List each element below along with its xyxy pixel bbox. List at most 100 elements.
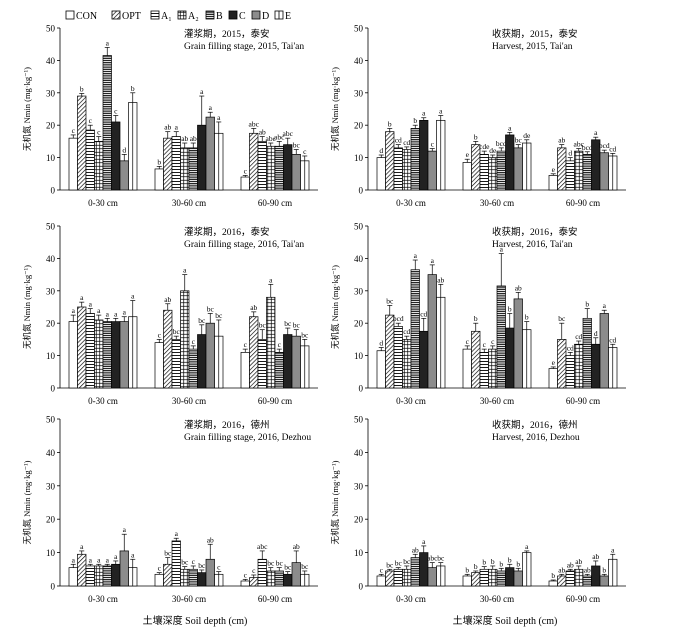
legend-item-a2: A₂ bbox=[177, 10, 199, 22]
x-category-label: 30-60 cm bbox=[172, 594, 206, 604]
bar-d-1 bbox=[119, 550, 129, 587]
x-category-label: 0-30 cm bbox=[88, 396, 118, 406]
y-tick-label: 40 bbox=[354, 56, 364, 66]
significance-letter: bc bbox=[301, 562, 309, 571]
panel-grain-filling-2015-taian: 0 10 20 30 40 50 无机氮 Nmin (mg·kg⁻¹) 灌浆期，2015，泰安… bbox=[22, 24, 318, 208]
y-tick-label: 50 bbox=[46, 415, 56, 425]
significance-letter: abc bbox=[257, 542, 268, 551]
y-tick-label: 10 bbox=[354, 548, 364, 558]
significance-letter: c bbox=[278, 340, 282, 349]
bar-c-1 bbox=[111, 121, 121, 191]
bar-opt-3 bbox=[249, 316, 259, 389]
significance-letter: c bbox=[380, 565, 384, 574]
bar-a₂-1 bbox=[402, 568, 412, 587]
significance-letter: a bbox=[594, 128, 598, 137]
panel-title-cn: 灌浆期，2015，泰安 bbox=[184, 28, 270, 40]
significance-letter: c bbox=[244, 570, 248, 579]
significance-letter: a bbox=[106, 555, 110, 564]
significance-letter: abc bbox=[266, 134, 277, 143]
significance-letter: b bbox=[491, 557, 495, 566]
bar-opt-2 bbox=[471, 144, 481, 191]
bar-con-2 bbox=[462, 162, 472, 191]
x-category-label: 30-60 cm bbox=[480, 198, 514, 208]
legend-label: CON bbox=[76, 11, 97, 22]
y-tick-label: 20 bbox=[354, 319, 364, 329]
legend-label: E bbox=[285, 11, 291, 22]
significance-letter: cd bbox=[575, 332, 582, 341]
y-tick-label: 30 bbox=[354, 88, 364, 98]
legend-label: B bbox=[216, 11, 223, 22]
significance-letter: bc bbox=[207, 304, 215, 313]
bar-opt-1 bbox=[77, 306, 87, 389]
bar-a₁-3 bbox=[257, 339, 267, 389]
significance-letter: cd bbox=[420, 309, 427, 318]
bar-a₂-2 bbox=[488, 348, 498, 389]
significance-letter: ab bbox=[575, 557, 582, 566]
significance-letter: a bbox=[72, 306, 76, 315]
y-axis-label: 无机氮 Nmin (mg·kg⁻¹) bbox=[330, 265, 340, 349]
significance-letter: c bbox=[192, 557, 196, 566]
y-tick-label: 0 bbox=[359, 186, 364, 196]
x-category-label: 60-90 cm bbox=[566, 396, 600, 406]
significance-letter: bcd bbox=[393, 314, 404, 323]
x-category-label: 30-60 cm bbox=[172, 198, 206, 208]
bar-opt-1 bbox=[385, 314, 395, 389]
significance-letter: ab bbox=[164, 295, 171, 304]
significance-letter: b bbox=[157, 157, 161, 166]
significance-letter: ab bbox=[250, 303, 257, 312]
y-tick-label: 50 bbox=[46, 222, 56, 232]
bar-d-1 bbox=[427, 567, 437, 587]
significance-letter: a bbox=[80, 293, 84, 302]
y-tick-label: 20 bbox=[46, 515, 56, 525]
bar-b-3 bbox=[274, 570, 284, 587]
significance-letter: a bbox=[414, 251, 418, 260]
bar-con-2 bbox=[462, 348, 472, 389]
significance-letter: ab bbox=[207, 535, 214, 544]
panel-harvest-2016-dezhou: 0 10 20 30 40 50 无机氮 Nmin (mg·kg⁻¹) 收获期，2016，德州… bbox=[330, 415, 626, 604]
y-tick-label: 0 bbox=[51, 384, 56, 394]
significance-letter: bc bbox=[437, 554, 445, 563]
legend-label: A₂ bbox=[188, 11, 199, 22]
bar-opt-3 bbox=[249, 132, 259, 191]
bar-opt-2 bbox=[471, 572, 481, 587]
significance-letter: e bbox=[466, 150, 470, 159]
y-tick-label: 30 bbox=[46, 481, 56, 491]
bar-d-1 bbox=[427, 150, 437, 191]
bar-con-1 bbox=[376, 575, 386, 587]
significance-letter: bc bbox=[267, 559, 275, 568]
x-category-label: 60-90 cm bbox=[566, 198, 600, 208]
significance-letter: b bbox=[474, 132, 478, 141]
significance-letter: c bbox=[72, 126, 76, 135]
bar-con-3 bbox=[548, 368, 558, 389]
significance-letter: ab bbox=[558, 136, 565, 145]
significance-letter: ab bbox=[164, 123, 171, 132]
bar-c-1 bbox=[111, 563, 121, 587]
bar-a₁-1 bbox=[393, 568, 403, 587]
y-tick-label: 0 bbox=[51, 186, 56, 196]
bar-opt-3 bbox=[557, 147, 567, 191]
significance-letter: c bbox=[252, 566, 256, 575]
significance-letter: bc bbox=[276, 559, 284, 568]
bar-c-2 bbox=[197, 124, 207, 191]
legend-item-c: C bbox=[228, 10, 246, 22]
bar-c-3 bbox=[591, 343, 601, 389]
significance-letter: bc bbox=[181, 558, 189, 567]
bar-opt-2 bbox=[163, 563, 173, 587]
bar-b-3 bbox=[582, 575, 592, 587]
significance-letter: a bbox=[209, 103, 213, 112]
y-tick-label: 20 bbox=[354, 515, 364, 525]
bar-a₁-2 bbox=[479, 154, 489, 191]
x-axis-label-left: 土壤深度 Soil depth (cm) bbox=[143, 614, 248, 627]
significance-letter: bcd bbox=[496, 139, 507, 148]
significance-letter: abc bbox=[427, 554, 438, 563]
significance-letter: d bbox=[122, 145, 126, 154]
bar-d-1 bbox=[119, 160, 129, 191]
x-category-label: 60-90 cm bbox=[258, 396, 292, 406]
panel-title-en: Harvest, 2016, Tai'an bbox=[492, 240, 573, 250]
bar-c-2 bbox=[197, 572, 207, 587]
significance-letter: a bbox=[123, 308, 127, 317]
bar-b-1 bbox=[102, 321, 112, 389]
significance-letter: bc bbox=[301, 330, 309, 339]
significance-letter: cd bbox=[567, 343, 574, 352]
significance-letter: cd bbox=[609, 144, 616, 153]
